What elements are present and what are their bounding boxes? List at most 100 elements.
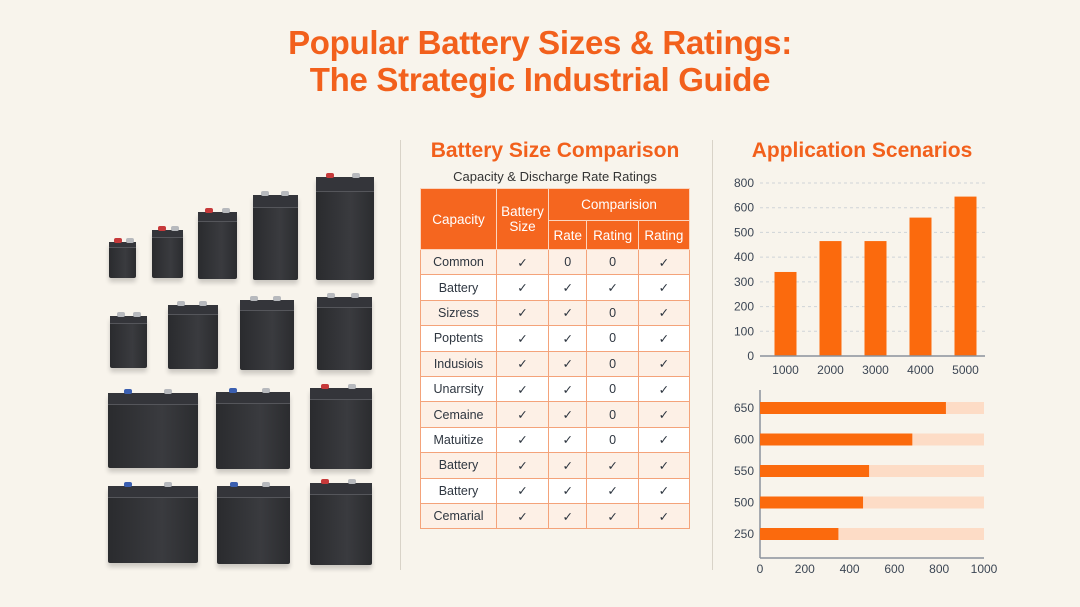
x-tick-label: 2000 [817, 363, 844, 377]
bar [864, 241, 887, 356]
table-cell: ✓ [637, 452, 691, 479]
table-cell: 0 [586, 375, 639, 403]
battery-icon [253, 191, 298, 280]
table-cell: ✓ [637, 401, 691, 428]
header-capacity: Capacity [420, 188, 497, 250]
row-label: Battery [420, 274, 497, 301]
x-tick-label: 1000 [772, 363, 799, 377]
battery-icon [310, 479, 372, 565]
table-cell: ✓ [637, 274, 691, 301]
header-rating: Rating [637, 220, 691, 250]
row-label: Sizress [420, 299, 497, 327]
table-row: Battery ✓ ✓ ✓ ✓ [420, 452, 691, 479]
bar [760, 402, 946, 414]
table-row: Sizress ✓ ✓ 0 ✓ [420, 299, 691, 327]
bar [909, 217, 932, 356]
table-cell: 0 [586, 426, 639, 454]
x-tick-label: 4000 [907, 363, 934, 377]
y-tick-label: 250 [734, 527, 754, 541]
row-label: Battery [420, 452, 497, 479]
table-cell: 0 [586, 401, 639, 428]
row-label: Cemaine [420, 401, 497, 428]
y-tick-label: 400 [734, 250, 754, 264]
table-cell: 0 [586, 248, 639, 276]
battery-icon [168, 301, 218, 369]
x-tick-label: 800 [929, 562, 949, 576]
applications-title: Application Scenarios [751, 139, 973, 162]
comparison-subtitle: Capacity & Discharge Rate Ratings [453, 169, 657, 184]
y-tick-label: 500 [734, 496, 754, 510]
table-cell: 0 [586, 299, 639, 327]
header-comparison: Comparision [548, 188, 690, 221]
table-cell: ✓ [637, 375, 691, 403]
table-cell: ✓ [496, 350, 549, 377]
battery-icon [198, 208, 237, 279]
x-tick-label: 400 [840, 562, 860, 576]
row-label: Cemarial [420, 502, 497, 530]
battery-icon [108, 482, 198, 563]
battery-icon [109, 238, 136, 278]
y-tick-label: 200 [734, 300, 754, 314]
row-label: Battery [420, 477, 497, 504]
table-cell: 0 [586, 350, 639, 377]
table-cell: ✓ [547, 502, 588, 530]
table-cell: ✓ [547, 477, 588, 504]
table-cell: ✓ [637, 477, 691, 504]
table-cell: ✓ [586, 477, 639, 504]
table-cell: 0 [547, 248, 588, 276]
row-label: Poptents [420, 325, 497, 352]
header-rating: Rating [586, 220, 639, 250]
table-cell: ✓ [637, 248, 691, 276]
divider [712, 140, 713, 570]
table-cell: ✓ [496, 325, 549, 352]
row-label: Unarrsity [420, 375, 497, 403]
comparison-title: Battery Size Comparison [430, 139, 680, 162]
table-row: Indusiois ✓ ✓ 0 ✓ [420, 350, 691, 377]
table-row: Unarrsity ✓ ✓ 0 ✓ [420, 375, 691, 403]
bar [954, 196, 977, 356]
table-cell: ✓ [547, 401, 588, 428]
y-tick-label: 100 [734, 324, 754, 338]
battery-icon [310, 384, 372, 469]
table-cell: ✓ [547, 299, 588, 327]
x-tick-label: 1000 [971, 562, 998, 576]
table-row: Battery ✓ ✓ ✓ ✓ [420, 274, 691, 301]
table-cell: ✓ [496, 452, 549, 479]
table-cell: ✓ [637, 502, 691, 530]
table-row: Battery ✓ ✓ ✓ ✓ [420, 477, 691, 504]
battery-icon [108, 389, 198, 468]
y-tick-label: 0 [747, 349, 754, 363]
battery-icon [110, 312, 147, 368]
bar [760, 465, 870, 477]
bar [760, 528, 839, 540]
table-row: Cemaine ✓ ✓ 0 ✓ [420, 401, 691, 428]
table-cell: ✓ [547, 375, 588, 403]
bar [760, 433, 913, 446]
bar [774, 271, 797, 356]
table-cell: ✓ [547, 350, 588, 377]
bar [760, 496, 864, 509]
battery-icon [240, 296, 294, 370]
table-cell: ✓ [496, 299, 549, 327]
comparison-table: Capacity Battery Size Comparision Rate R… [420, 188, 691, 530]
table-cell: ✓ [496, 401, 549, 428]
row-label: Indusiois [420, 350, 497, 377]
battery-icon [316, 173, 374, 280]
page-title-line1: Popular Battery Sizes & Ratings: [288, 24, 792, 61]
header-battery-size: Battery Size [496, 188, 549, 250]
y-tick-label: 600 [734, 433, 754, 447]
table-cell: ✓ [547, 452, 588, 479]
table-cell: ✓ [496, 502, 549, 530]
row-label: Common [420, 248, 497, 276]
divider [400, 140, 401, 570]
y-tick-label: 600 [734, 201, 754, 215]
table-cell: ✓ [637, 299, 691, 327]
y-tick-label: 550 [734, 464, 754, 478]
table-cell: ✓ [496, 477, 549, 504]
x-tick-label: 200 [795, 562, 815, 576]
table-cell: ✓ [547, 325, 588, 352]
table-row: Cemarial ✓ ✓ ✓ ✓ [420, 502, 691, 530]
table-cell: ✓ [637, 325, 691, 352]
header-rate: Rate [547, 220, 588, 250]
row-label: Matuitize [420, 426, 497, 454]
